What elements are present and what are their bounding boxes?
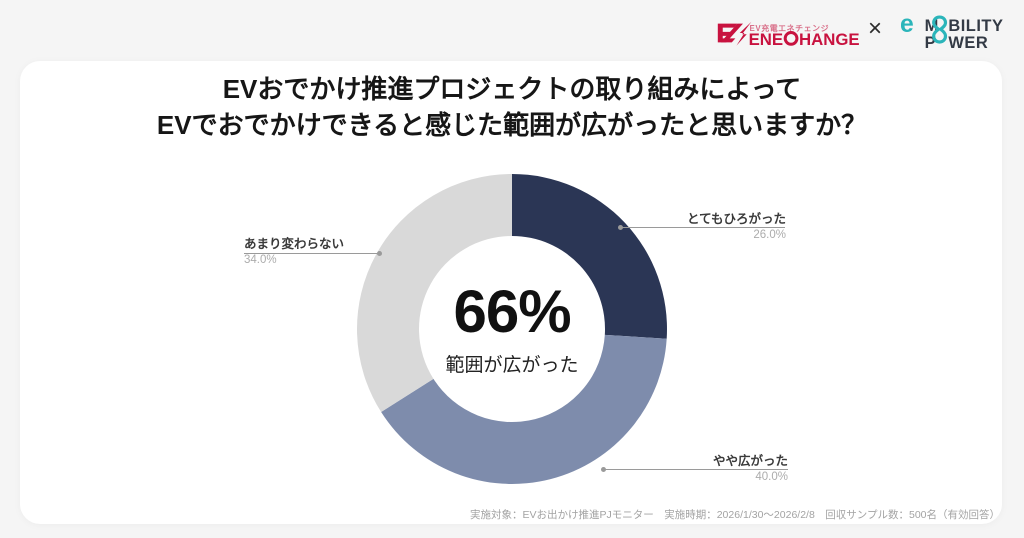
svg-text:e: e [901, 14, 914, 38]
svg-text:BILITY: BILITY [948, 17, 1003, 35]
svg-text:ENE: ENE [749, 30, 784, 49]
svg-text:HANGE: HANGE [799, 30, 860, 49]
svg-text:WER: WER [948, 34, 988, 50]
